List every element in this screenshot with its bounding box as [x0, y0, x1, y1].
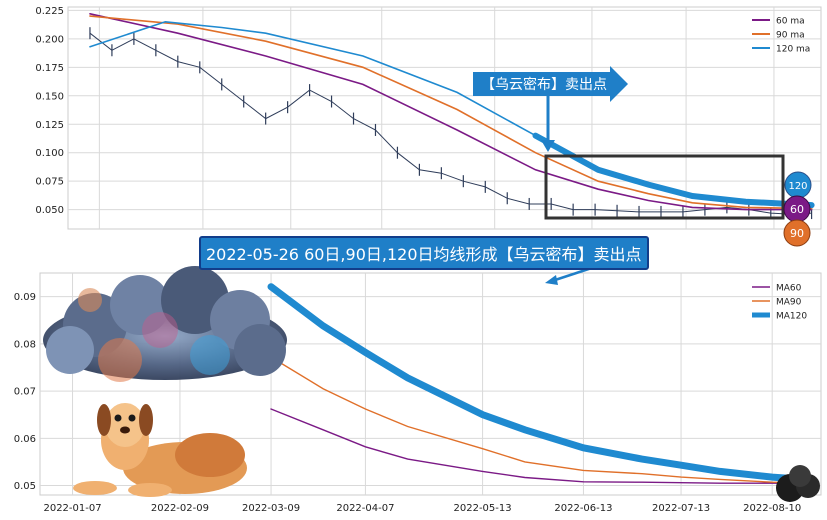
series-line-120-emphasis: [532, 132, 815, 209]
y-tick-label: 0.05: [14, 481, 36, 492]
series-line-ma60: [270, 408, 812, 484]
x-tick-label: 2022-05-13: [454, 503, 512, 514]
y-tick-label: 0.100: [35, 148, 64, 159]
legend-label: MA90: [776, 298, 802, 308]
bottom-x-axis: 2022-01-07 2022-02-09 2022-03-09 2022-04-07…: [43, 503, 801, 514]
headline-label: 2022-05-26 60日,90日,120日均线形成【乌云密布】卖出点: [199, 236, 649, 270]
legend-label: 60 ma: [776, 17, 805, 27]
top-y-axis: 0.050 0.075 0.100 0.125 0.150 0.175 0.200 0.225: [35, 6, 64, 216]
down-arrow: [541, 96, 555, 152]
x-tick-label: 2022-06-13: [554, 503, 612, 514]
series-line-90-ma: [89, 15, 813, 210]
top-plot-area: [67, 6, 822, 230]
y-tick-label: 0.200: [35, 34, 64, 45]
y-tick-label: 0.09: [14, 292, 36, 303]
x-tick-label: 2022-01-07: [43, 503, 101, 514]
bottom-ma-lines: [267, 283, 815, 484]
y-tick-label: 0.225: [35, 6, 64, 17]
badge-60-text: 60: [790, 203, 804, 216]
top-legend: 60 ma 90 ma 120 ma: [752, 17, 810, 55]
badge-90: 90: [783, 219, 811, 247]
dark-cloud-icon: [776, 465, 820, 502]
top-ma-lines: [89, 13, 815, 211]
x-tick-label: 2022-04-07: [336, 503, 394, 514]
label-arrow-shape: [473, 66, 628, 102]
y-tick-label: 0.075: [35, 177, 64, 188]
y-tick-label: 0.08: [14, 339, 36, 350]
series-line-ma120: [267, 283, 815, 484]
bottom-y-axis: 0.05 0.06 0.07 0.08 0.09: [14, 292, 36, 492]
y-tick-label: 0.050: [35, 205, 64, 216]
y-tick-label: 0.175: [35, 63, 64, 74]
price-line: [89, 32, 812, 215]
legend-label: MA60: [776, 284, 802, 294]
x-tick-label: 2022-07-13: [652, 503, 710, 514]
storm-cloud-illustration: [43, 266, 287, 382]
badge-60: 60: [783, 195, 811, 223]
legend-label: 90 ma: [776, 31, 805, 41]
y-tick-label: 0.125: [35, 120, 64, 131]
badge-90-text: 90: [790, 227, 804, 240]
x-tick-label: 2022-08-10: [743, 503, 801, 514]
legend-label: MA120: [776, 312, 807, 322]
x-tick-label: 2022-02-09: [151, 503, 209, 514]
top-grid: [68, 7, 821, 229]
x-tick-label: 2022-03-09: [242, 503, 300, 514]
legend-label: 120 ma: [776, 45, 810, 55]
series-line-60-ma: [89, 13, 813, 211]
y-tick-label: 0.150: [35, 91, 64, 102]
y-tick-label: 0.07: [14, 387, 36, 398]
highlight-box: [544, 154, 785, 220]
price-series: [89, 27, 813, 221]
dog-illustration: [73, 403, 247, 497]
badge-120-text: 120: [788, 181, 807, 192]
y-tick-label: 0.06: [14, 434, 36, 445]
badge-120: 120: [784, 171, 812, 199]
cloud-sell-label: 【乌云密布】卖出点: [481, 77, 607, 93]
bottom-legend: MA60 MA90 MA120: [752, 284, 807, 322]
series-line-ma90: [270, 356, 812, 484]
